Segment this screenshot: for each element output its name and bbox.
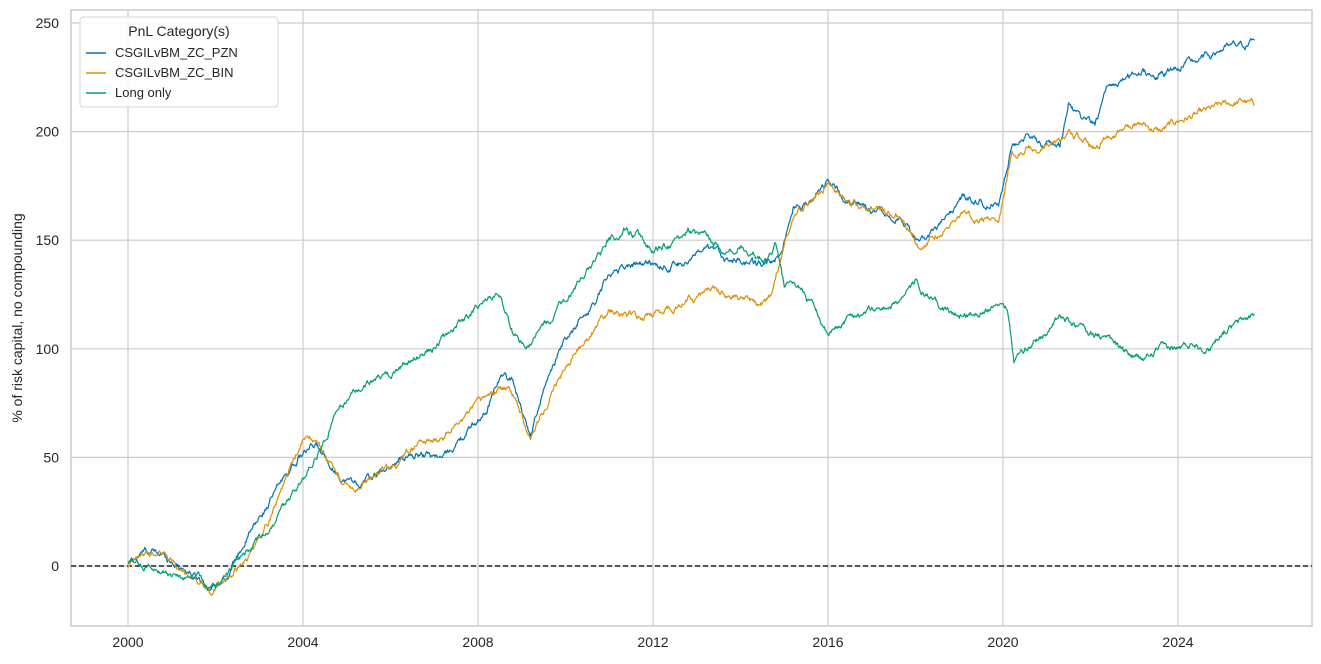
y-tick-label: 0 [51,558,59,574]
y-tick-label: 100 [36,341,60,357]
legend-box [79,16,279,108]
y-tick-label: 250 [36,15,60,31]
x-tick-label: 2008 [462,634,493,650]
series-line-long-only [127,226,1255,591]
y-axis-tick-labels: 0 50 100 150 200 250 [36,15,60,574]
legend-entry: Long only [86,85,172,100]
series-lines [127,37,1256,596]
grid-lines [71,10,1312,626]
y-axis-label: % of risk capital, no compounding [9,213,25,422]
plot-area-frame [70,9,1313,627]
legend-entry: CSGILvBM_ZC_PZN [86,45,238,60]
x-tick-label: 2012 [637,634,668,650]
x-tick-label: 2016 [812,634,843,650]
legend-label: CSGILvBM_ZC_BIN [115,65,233,80]
legend-entry: CSGILvBM_ZC_BIN [86,65,233,80]
y-tick-label: 150 [36,232,60,248]
legend-title: PnL Category(s) [128,23,229,39]
x-axis-tick-labels: 2000 2004 2008 2012 2016 2020 2024 [112,634,1193,650]
x-tick-label: 2020 [987,634,1018,650]
x-tick-label: 2000 [112,634,143,650]
series-line-csgilvbm-zc-bin [127,97,1255,596]
y-tick-label: 50 [43,449,59,465]
y-tick-label: 200 [36,124,60,140]
legend: PnL Category(s) CSGILvBM_ZC_PZN CSGILvBM_… [79,16,279,108]
legend-label: CSGILvBM_ZC_PZN [115,45,238,60]
series-line-csgilvbm-zc-pzn [127,37,1256,592]
x-tick-label: 2004 [287,634,318,650]
legend-label: Long only [115,85,172,100]
x-tick-label: 2024 [1162,634,1193,650]
